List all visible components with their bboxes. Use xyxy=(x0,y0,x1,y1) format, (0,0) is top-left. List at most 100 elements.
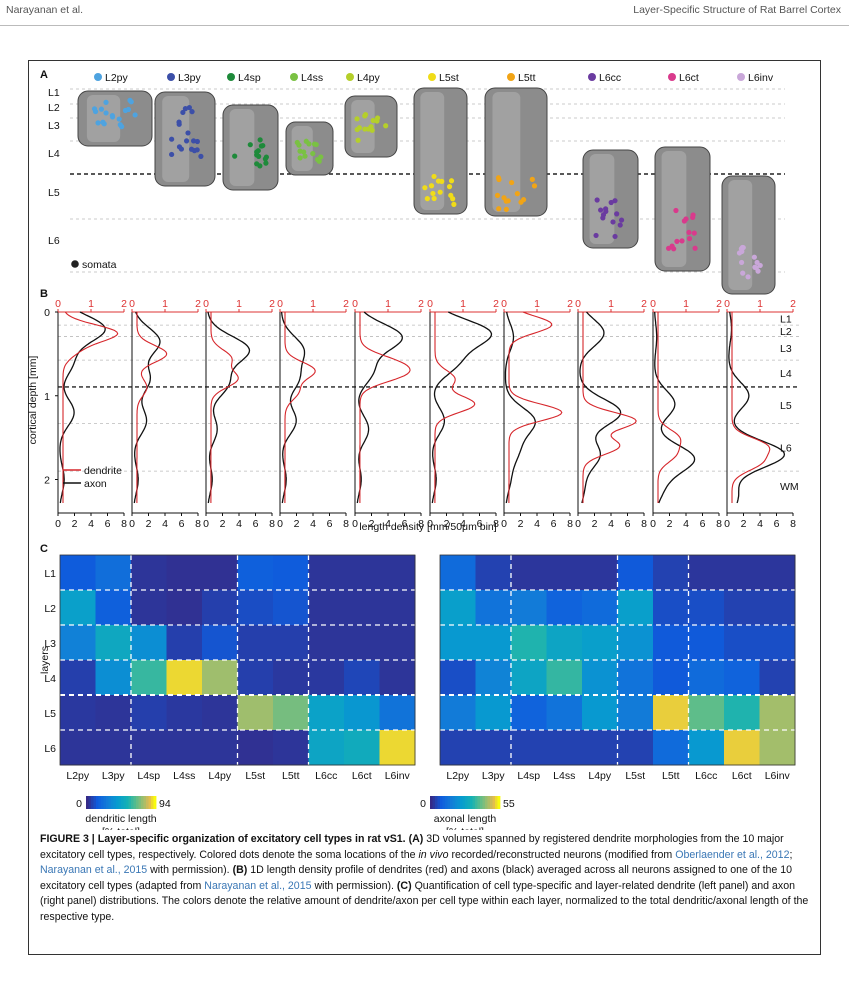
caption-ref-3[interactable]: Narayanan et al., 2015 xyxy=(204,879,312,892)
caption-text-b2: with permission). xyxy=(314,879,394,892)
heatmap-cell xyxy=(511,730,547,766)
soma-L6cc xyxy=(614,211,620,217)
heatmap-cell xyxy=(131,660,167,696)
heatmap-cell xyxy=(166,695,203,731)
page-header: Narayanan et al. Layer-Specific Structur… xyxy=(0,0,849,34)
colorbar-step xyxy=(151,796,154,809)
legend-dot-L4sp xyxy=(227,73,235,81)
bottom-tick-label: 8 xyxy=(269,518,275,530)
bottom-tick-label: 6 xyxy=(179,518,185,530)
top-tick-label: 1 xyxy=(88,298,94,310)
axon-line xyxy=(579,311,622,504)
soma-L4py xyxy=(383,123,389,129)
soma-L6cc xyxy=(593,232,599,239)
heatmap-cell xyxy=(440,730,476,766)
colorbar-label: axonal length xyxy=(434,813,497,825)
heatmap-cell xyxy=(344,555,380,591)
soma-L2py xyxy=(116,116,122,122)
top-tick-label: 0 xyxy=(352,298,358,310)
panel-b-layer-L1: L1 xyxy=(780,314,792,326)
panel-a-layer-L2: L2 xyxy=(48,102,60,114)
bottom-tick-label: 4 xyxy=(757,518,763,530)
heatmap-cell xyxy=(166,730,203,766)
soma-L6inv xyxy=(755,268,761,274)
soma-L6ct xyxy=(669,243,675,249)
heatmap-cell xyxy=(308,625,345,661)
bottom-tick-label: 4 xyxy=(236,518,242,530)
heatmap-cell xyxy=(379,730,416,766)
heatmap-cell xyxy=(582,555,618,591)
top-tick-label: 1 xyxy=(310,298,316,310)
panel-b-ylabel: cortical depth [mm] xyxy=(27,356,39,445)
bottom-tick-label: 4 xyxy=(608,518,614,530)
legend-dot-L6inv xyxy=(737,73,745,81)
bottom-tick-label: 0 xyxy=(724,518,730,530)
legend-dot-L2py xyxy=(94,73,102,81)
heatmap-cell xyxy=(202,555,238,591)
legend-label-L4py: L4py xyxy=(357,72,381,84)
bottom-tick-label: 2 xyxy=(146,518,152,530)
heatmap-cell xyxy=(131,695,167,731)
top-tick-label: 2 xyxy=(269,298,275,310)
bottom-tick-label: 2 xyxy=(72,518,78,530)
legend-dot-L5st xyxy=(428,73,436,81)
soma-L6inv xyxy=(754,259,760,266)
bottom-tick-label: 2 xyxy=(444,518,450,530)
caption-ref-1[interactable]: Oberlaender et al., 2012 xyxy=(675,848,790,861)
bottom-tick-label: 6 xyxy=(105,518,111,530)
bottom-tick-label: 6 xyxy=(477,518,483,530)
bottom-tick-label: 8 xyxy=(641,518,647,530)
colorbar-step xyxy=(116,796,119,809)
heatmap-col-label: L6cc xyxy=(695,770,717,782)
soma-L2py xyxy=(95,120,101,126)
header-title: Layer-Specific Structure of Rat Barrel C… xyxy=(633,4,841,16)
panel-b-layer-L2: L2 xyxy=(780,326,792,338)
soma-L3py xyxy=(188,146,195,152)
soma-L3py xyxy=(169,151,175,158)
colorbar-step xyxy=(146,796,149,809)
colorbar-step xyxy=(153,796,157,809)
heatmap-frame xyxy=(59,554,416,766)
soma-L6cc xyxy=(600,215,606,221)
soma-L4ss xyxy=(296,142,302,148)
soma-L2py xyxy=(92,108,99,115)
bottom-tick-label: 6 xyxy=(625,518,631,530)
dendrite-line xyxy=(359,312,411,503)
heatmap-cell xyxy=(511,660,547,696)
soma-L5st xyxy=(424,196,430,202)
top-tick-label: 2 xyxy=(493,298,499,310)
bottom-tick-label: 0 xyxy=(352,518,358,530)
bottom-tick-label: 8 xyxy=(195,518,201,530)
colorbar-step xyxy=(131,796,134,809)
heatmap-cell xyxy=(344,660,380,696)
top-tick-label: 0 xyxy=(203,298,209,310)
soma-L2py xyxy=(103,110,109,116)
dendrite-line xyxy=(657,312,682,503)
soma-L4py xyxy=(354,126,360,133)
colorbar-step xyxy=(141,796,144,809)
panel-a-label: A xyxy=(40,69,48,81)
heatmap-row-label-L4: L4 xyxy=(44,673,56,685)
volume-L6ct xyxy=(654,146,711,272)
caption-part-c: (C) xyxy=(396,879,412,892)
soma-L2py xyxy=(117,122,123,128)
caption-ref-2[interactable]: Narayanan et al., 2015 xyxy=(40,864,148,877)
soma-L6ct xyxy=(679,238,685,244)
soma-L4sp xyxy=(254,149,260,155)
colorbar-step xyxy=(108,796,112,809)
colorbar-step xyxy=(86,796,89,809)
bottom-tick-label: 2 xyxy=(369,518,375,530)
top-tick-label: 2 xyxy=(121,298,127,310)
heatmap-cell xyxy=(273,625,309,661)
soma-L5tt xyxy=(501,195,507,201)
heatmap-cell xyxy=(95,555,132,591)
soma-L3py xyxy=(178,146,185,152)
panel-a-layer-L3: L3 xyxy=(48,120,60,132)
heatmap-cell xyxy=(759,555,796,591)
colorbar-step xyxy=(88,796,92,809)
heatmap-cell xyxy=(724,625,760,661)
soma-L5st xyxy=(430,190,436,197)
legend-label-L6ct: L6ct xyxy=(679,72,699,84)
volume-highlight-L4ss xyxy=(291,126,313,171)
bottom-tick-label: 6 xyxy=(551,518,557,530)
